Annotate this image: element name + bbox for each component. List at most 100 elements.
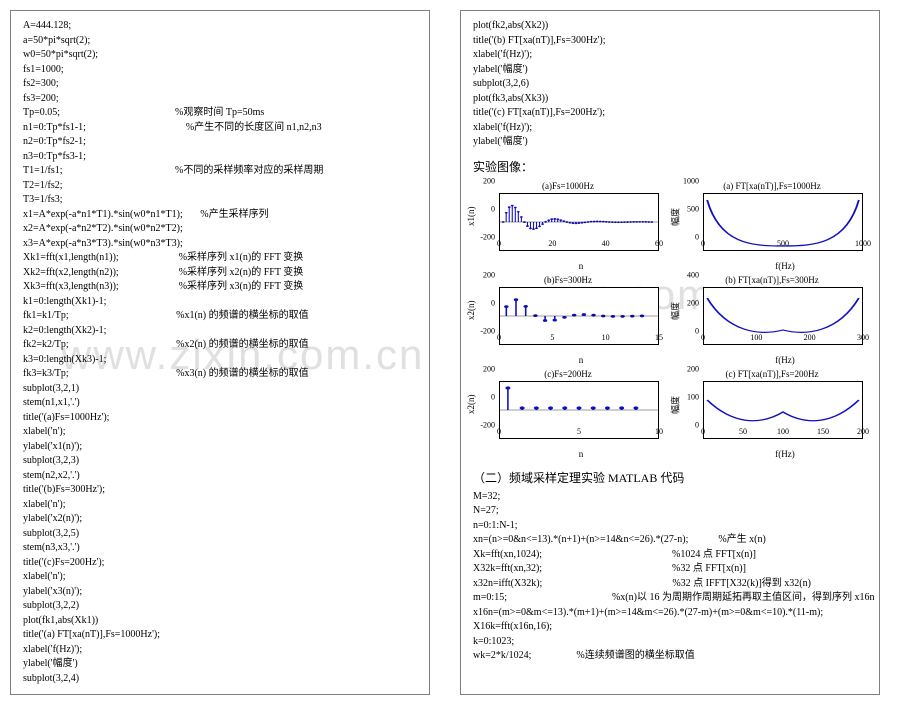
- code-line: ylabel('幅度'): [473, 63, 867, 78]
- section2-heading: （二）频域采样定理实验 MATLAB 代码: [473, 469, 867, 486]
- code-line: n3=0:Tp*fs3-1;: [23, 150, 417, 165]
- chart-ylabel: x2(n): [466, 300, 476, 320]
- code-line: Xk3=fft(x3,length(n3)); %采样序列 x3(n)的 FFT…: [23, 280, 417, 295]
- code-line: Xk2=fft(x2,length(n2)); %采样序列 x2(n)的 FFT…: [23, 266, 417, 281]
- chart-ylabel: 幅度: [669, 395, 682, 413]
- code-line: xlabel('f(Hz)');: [23, 643, 417, 658]
- chart-ylabel: x1(n): [466, 206, 476, 226]
- chart-xlabel: f(Hz): [703, 261, 867, 271]
- chart-xlabel: n: [499, 261, 663, 271]
- code-line: X32k=fft(xn,32); %32 点 FFT[x(n)]: [473, 562, 867, 577]
- code-line: subplot(3,2,5): [23, 527, 417, 542]
- chart-title: (c)Fs=200Hz: [473, 369, 663, 379]
- code-line: Xk1=fft(x1,length(n1)); %采样序列 x1(n)的 FFT…: [23, 251, 417, 266]
- code-line: ylabel('x3(n)');: [23, 585, 417, 600]
- code-line: Tp=0.05; %观察时间 Tp=50ms: [23, 106, 417, 121]
- left-page: www.zixin.com.cn A=444.128;a=50*pi*sqrt(…: [10, 10, 430, 695]
- chart-yticks: 2001000: [681, 369, 701, 425]
- experiment-image-heading: 实验图像：: [473, 158, 867, 175]
- code-line: fs3=200;: [23, 92, 417, 107]
- right-top-code: plot(fk2,abs(Xk2))title('(b) FT[xa(nT)],…: [473, 19, 867, 150]
- chart-title: (b) FT[xa(nT)],Fs=300Hz: [677, 275, 867, 285]
- chart-xticks: 0204060: [499, 239, 659, 249]
- right-page: zixin.com.cn plot(fk2,abs(Xk2))title('(b…: [460, 10, 880, 695]
- code-line: fs2=300;: [23, 77, 417, 92]
- code-line: m=0:15; %x(n)以 16 为周期作周期延拓再取主值区间，得到序列 x1…: [473, 591, 867, 606]
- chart-cell: (a) FT[xa(nT)],Fs=1000Hz幅度10005000050010…: [677, 181, 867, 271]
- code-line: title('(c) FT[xa(nT)],Fs=200Hz');: [473, 106, 867, 121]
- code-line: xlabel('n');: [23, 498, 417, 513]
- code-line: stem(n1,x1,'.'): [23, 396, 417, 411]
- code-line: k=0:1023;: [473, 635, 867, 650]
- code-line: ylabel('幅度'): [473, 135, 867, 150]
- right-bottom-code: M=32;N=27;n=0:1:N-1;xn=(n>=0&n<=13).*(n+…: [473, 490, 867, 664]
- code-line: T3=1/fs3;: [23, 193, 417, 208]
- code-line: subplot(3,2,1): [23, 382, 417, 397]
- code-line: x3=A*exp(-a*n3*T3).*sin(w0*n3*T3);: [23, 237, 417, 252]
- code-line: ylabel('x2(n)');: [23, 512, 417, 527]
- code-line: x16n=(m>=0&m<=13).*(m+1)+(m>=14&m<=26).*…: [473, 606, 867, 621]
- code-line: M=32;: [473, 490, 867, 505]
- code-line: plot(fk1,abs(Xk1)): [23, 614, 417, 629]
- chart-yticks: 4002000: [681, 275, 701, 331]
- code-line: x1=A*exp(-a*n1*T1).*sin(w0*n1*T1); %产生采样…: [23, 208, 417, 223]
- code-line: w0=50*pi*sqrt(2);: [23, 48, 417, 63]
- code-line: n=0:1:N-1;: [473, 519, 867, 534]
- charts-grid: (a)Fs=1000Hzx1(n)2000-2000204060n(a) FT[…: [473, 181, 867, 459]
- code-line: k3=0:length(Xk3)-1;: [23, 353, 417, 368]
- code-line: x2=A*exp(-a*n2*T2).*sin(w0*n2*T2);: [23, 222, 417, 237]
- chart-yticks: 10005000: [681, 181, 701, 237]
- code-line: n2=0:Tp*fs2-1;: [23, 135, 417, 150]
- chart-xlabel: n: [499, 355, 663, 365]
- code-line: a=50*pi*sqrt(2);: [23, 34, 417, 49]
- code-line: plot(fk3,abs(Xk3)): [473, 92, 867, 107]
- code-line: X16k=fft(x16n,16);: [473, 620, 867, 635]
- chart-cell: (c)Fs=200Hzx2(n)2000-2000510n: [473, 369, 663, 459]
- code-line: Xk=fft(xn,1024); %1024 点 FFT[x(n)]: [473, 548, 867, 563]
- code-line: N=27;: [473, 504, 867, 519]
- chart-cell: (c) FT[xa(nT)],Fs=200Hz幅度200100005010015…: [677, 369, 867, 459]
- code-line: fk3=k3/Tp; %x3(n) 的频谱的横坐标的取值: [23, 367, 417, 382]
- code-line: plot(fk2,abs(Xk2)): [473, 19, 867, 34]
- chart-yticks: 2000-200: [477, 275, 497, 331]
- code-line: fs1=1000;: [23, 63, 417, 78]
- code-line: ylabel('幅度'): [23, 657, 417, 672]
- code-line: xlabel('f(Hz)');: [473, 48, 867, 63]
- code-line: stem(n2,x2,'.'): [23, 469, 417, 484]
- chart-xticks: 050100150200: [703, 427, 863, 437]
- chart-xlabel: f(Hz): [703, 355, 867, 365]
- code-line: x32n=ifft(X32k); %32 点 IFFT[X32(k)]得到 x3…: [473, 577, 867, 592]
- chart-cell: (a)Fs=1000Hzx1(n)2000-2000204060n: [473, 181, 663, 271]
- chart-xticks: 0510: [499, 427, 659, 437]
- code-line: stem(n3,x3,'.'): [23, 541, 417, 556]
- chart-xticks: 05001000: [703, 239, 863, 249]
- code-line: T1=1/fs1; %不同的采样频率对应的采样周期: [23, 164, 417, 179]
- chart-ylabel: x2(n): [466, 394, 476, 414]
- code-line: subplot(3,2,6): [473, 77, 867, 92]
- code-line: xn=(n>=0&n<=13).*(n+1)+(n>=14&n<=26).*(2…: [473, 533, 867, 548]
- code-line: ylabel('x1(n)');: [23, 440, 417, 455]
- chart-title: (a)Fs=1000Hz: [473, 181, 663, 191]
- code-line: wk=2*k/1024; %连续频谱图的横坐标取值: [473, 649, 867, 664]
- chart-xticks: 0100200300: [703, 333, 863, 343]
- code-line: subplot(3,2,4): [23, 672, 417, 687]
- chart-xlabel: f(Hz): [703, 449, 867, 459]
- chart-cell: (b) FT[xa(nT)],Fs=300Hz幅度400200001002003…: [677, 275, 867, 365]
- chart-yticks: 2000-200: [477, 181, 497, 237]
- code-line: fk1=k1/Tp; %x1(n) 的频谱的横坐标的取值: [23, 309, 417, 324]
- code-line: title('(a) FT[xa(nT)],Fs=1000Hz');: [23, 628, 417, 643]
- chart-title: (b)Fs=300Hz: [473, 275, 663, 285]
- code-line: xlabel('n');: [23, 425, 417, 440]
- chart-xlabel: n: [499, 449, 663, 459]
- code-line: title('(b) FT[xa(nT)],Fs=300Hz');: [473, 34, 867, 49]
- chart-title: (c) FT[xa(nT)],Fs=200Hz: [677, 369, 867, 379]
- code-line: k2=0:length(Xk2)-1;: [23, 324, 417, 339]
- left-code-block: A=444.128;a=50*pi*sqrt(2);w0=50*pi*sqrt(…: [23, 19, 417, 686]
- code-line: A=444.128;: [23, 19, 417, 34]
- code-line: T2=1/fs2;: [23, 179, 417, 194]
- code-line: title('(a)Fs=1000Hz');: [23, 411, 417, 426]
- chart-ylabel: 幅度: [669, 207, 682, 225]
- code-line: xlabel('n');: [23, 570, 417, 585]
- chart-cell: (b)Fs=300Hzx2(n)2000-200051015n: [473, 275, 663, 365]
- code-line: n1=0:Tp*fs1-1; %产生不同的长度区间 n1,n2,n3: [23, 121, 417, 136]
